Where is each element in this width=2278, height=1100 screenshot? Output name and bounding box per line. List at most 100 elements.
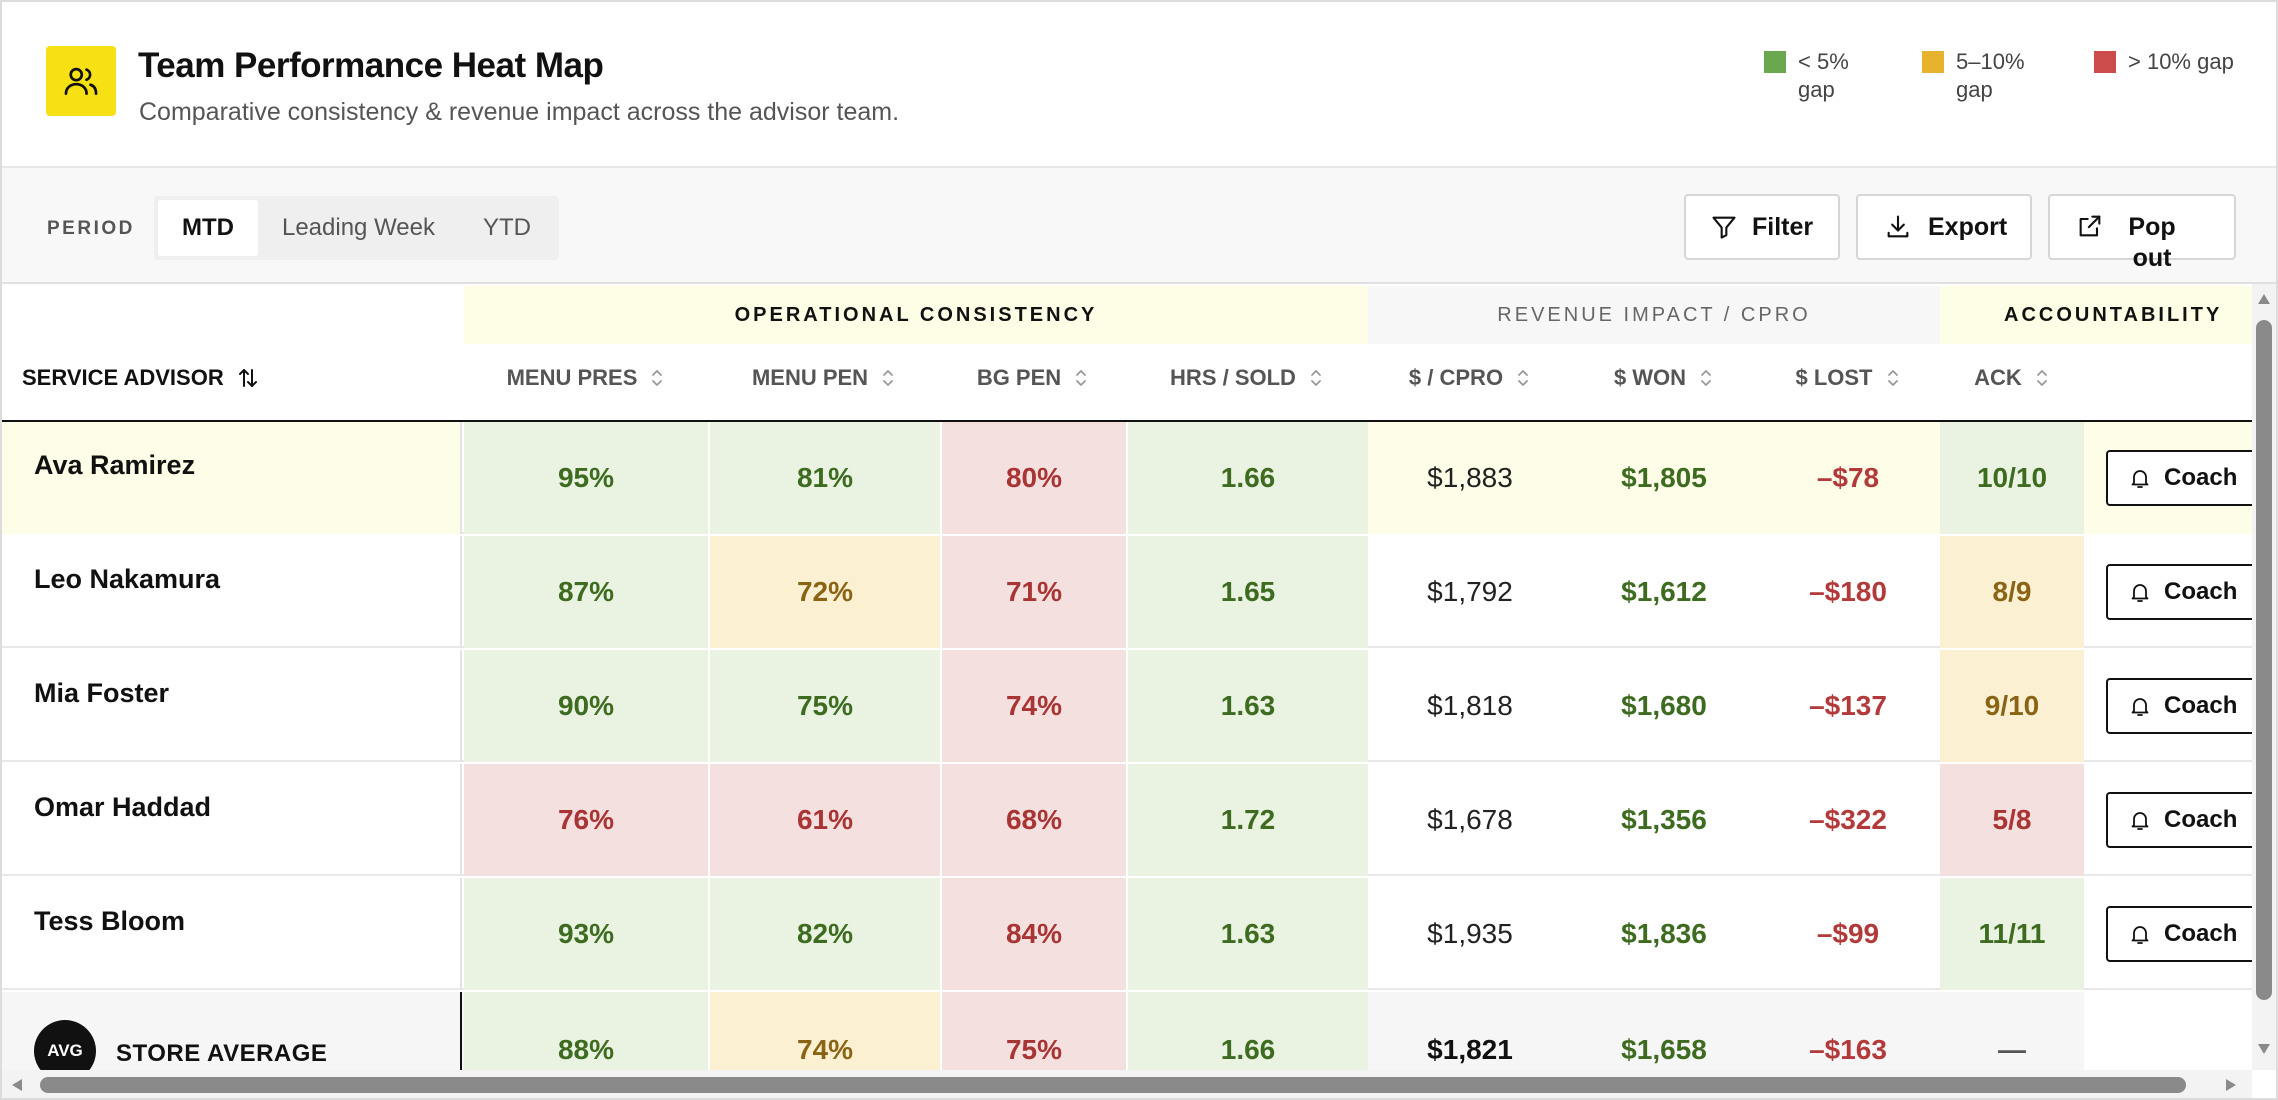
cpro-cell: $1,792: [1427, 576, 1513, 607]
team-icon: [46, 46, 116, 116]
menu-pen-cell: 81%: [708, 422, 940, 534]
bg-pen-cell: 75%: [940, 992, 1126, 1070]
legend-label: > 10% gap: [2128, 49, 2234, 74]
external-link-icon: [2079, 215, 2101, 237]
ack-cell: —: [1998, 1034, 2026, 1065]
bg-pen-cell: 80%: [940, 422, 1126, 534]
menu-pres-cell: 95%: [464, 422, 708, 534]
sort-chevrons-icon: [652, 370, 663, 386]
action-cell: [2084, 992, 2252, 1070]
column-header-menu-pres[interactable]: MENU PRES: [464, 344, 708, 412]
column-label: MENU PEN: [751, 365, 869, 390]
column-label: $ WON: [1613, 365, 1687, 390]
table-row: Omar Haddad 76% 61% 68% 1.72 $1,678 $1,3…: [2, 764, 2252, 876]
page-header: Team Performance Heat Map Comparative co…: [2, 2, 2276, 168]
table-row: Ava Ramirez 95% 81% 80% 1.66 $1,883 $1,8…: [2, 422, 2252, 534]
page-subtitle: Comparative consistency & revenue impact…: [139, 98, 900, 126]
bg-pen-cell: 84%: [940, 878, 1126, 990]
column-label: MENU PRES: [506, 365, 638, 390]
scroll-up-icon[interactable]: [2257, 292, 2271, 306]
menu-pres-cell: 90%: [464, 650, 708, 762]
sort-chevrons-icon: [2036, 370, 2047, 386]
legend-item-mid: 5–10% gap: [1922, 48, 2046, 104]
menu-pen-cell: 75%: [708, 650, 940, 762]
sort-chevrons-icon: [1701, 370, 1711, 386]
filter-button[interactable]: Filter: [1684, 194, 1840, 260]
coach-button[interactable]: Coach: [2106, 792, 2252, 848]
filter-icon: [1712, 216, 1736, 239]
group-header-operational: OPERATIONAL CONSISTENCY: [464, 286, 1368, 344]
header-divider: [2, 420, 2252, 422]
column-header-ack[interactable]: ACK: [1940, 344, 2084, 412]
coach-label: Coach: [2164, 464, 2238, 491]
column-header-hrs-sold[interactable]: HRS / SOLD: [1126, 344, 1368, 412]
vertical-scrollbar[interactable]: [2252, 284, 2276, 1070]
bg-pen-cell: 71%: [940, 536, 1126, 648]
ack-cell: 5/8: [1940, 764, 2084, 876]
won-cell: $1,836: [1621, 918, 1707, 949]
red-swatch-icon: [2094, 51, 2116, 73]
advisor-name: Tess Bloom: [2, 878, 462, 990]
coach-button[interactable]: Coach: [2106, 450, 2252, 506]
lost-cell: –$180: [1809, 576, 1887, 607]
won-cell: $1,612: [1621, 576, 1707, 607]
lost-cell: –$322: [1809, 804, 1887, 835]
sort-icon: [238, 369, 257, 387]
export-button[interactable]: Export: [1856, 194, 2032, 260]
period-selector: MTD Leading Week YTD: [154, 196, 559, 260]
won-cell: $1,356: [1621, 804, 1707, 835]
bg-pen-cell: 74%: [940, 650, 1126, 762]
period-option-ytd[interactable]: YTD: [482, 214, 531, 241]
bell-icon: [2131, 698, 2149, 716]
advisor-name: Leo Nakamura: [2, 536, 462, 648]
column-header-lost[interactable]: $ LOST: [1756, 344, 1940, 412]
average-name-cell: AVG STORE AVERAGE: [2, 992, 462, 1070]
column-label: $ LOST: [1795, 365, 1873, 390]
column-header-advisor[interactable]: SERVICE ADVISOR: [22, 344, 322, 412]
column-label: ACK: [1974, 365, 2022, 390]
green-swatch-icon: [1764, 51, 1786, 73]
group-header-accountability: ACCOUNTABILITY: [1940, 286, 2252, 344]
average-label: STORE AVERAGE: [116, 1040, 328, 1067]
column-header-cpro[interactable]: $ / CPRO: [1368, 344, 1572, 412]
filter-label: Filter: [1752, 212, 1814, 241]
sort-chevrons-icon: [1076, 370, 1087, 386]
page-title: Team Performance Heat Map: [138, 46, 604, 85]
column-header-won[interactable]: $ WON: [1572, 344, 1756, 412]
column-label: $ / CPRO: [1408, 365, 1504, 390]
coach-label: Coach: [2164, 920, 2238, 947]
scroll-right-icon[interactable]: [2224, 1078, 2238, 1092]
table-row: Leo Nakamura 87% 72% 71% 1.65 $1,792 $1,…: [2, 536, 2252, 648]
coach-button[interactable]: Coach: [2106, 678, 2252, 734]
hrs-sold-cell: 1.66: [1126, 422, 1368, 534]
table-row: Tess Bloom 93% 82% 84% 1.63 $1,935 $1,83…: [2, 878, 2252, 990]
horizontal-scroll-thumb[interactable]: [40, 1077, 2186, 1093]
cpro-cell: $1,883: [1368, 422, 1572, 534]
menu-pres-cell: 88%: [464, 992, 708, 1070]
pop-out-label: Pop out: [2128, 213, 2176, 272]
hrs-sold-cell: 1.72: [1126, 764, 1368, 876]
column-label: SERVICE ADVISOR: [22, 365, 224, 390]
sort-chevrons-icon: [1887, 370, 1898, 386]
store-average-row: AVG STORE AVERAGE 88% 74% 75% 1.66 $1,82…: [2, 992, 2252, 1070]
period-option-leading-week[interactable]: Leading Week: [281, 214, 435, 241]
avg-badge: AVG: [34, 1020, 96, 1070]
coach-button[interactable]: Coach: [2106, 564, 2252, 620]
scroll-left-icon[interactable]: [10, 1078, 24, 1092]
horizontal-scrollbar[interactable]: [2, 1070, 2252, 1098]
won-cell: $1,680: [1621, 690, 1707, 721]
scroll-down-icon[interactable]: [2257, 1042, 2271, 1056]
legend-label: 5–10% gap: [1956, 49, 2025, 102]
menu-pen-cell: 61%: [708, 764, 940, 876]
column-header-menu-pen[interactable]: MENU PEN: [708, 344, 940, 412]
period-option-mtd[interactable]: MTD: [158, 200, 258, 256]
menu-pres-cell: 93%: [464, 878, 708, 990]
pop-out-button[interactable]: Pop out: [2048, 194, 2236, 272]
vertical-scroll-thumb[interactable]: [2256, 320, 2272, 1000]
coach-button[interactable]: Coach: [2106, 906, 2252, 962]
coach-label: Coach: [2164, 578, 2238, 605]
ack-cell: 9/10: [1940, 650, 2084, 762]
advisor-name: Omar Haddad: [2, 764, 462, 876]
column-header-bg-pen[interactable]: BG PEN: [940, 344, 1126, 412]
cpro-cell: $1,678: [1427, 804, 1513, 835]
